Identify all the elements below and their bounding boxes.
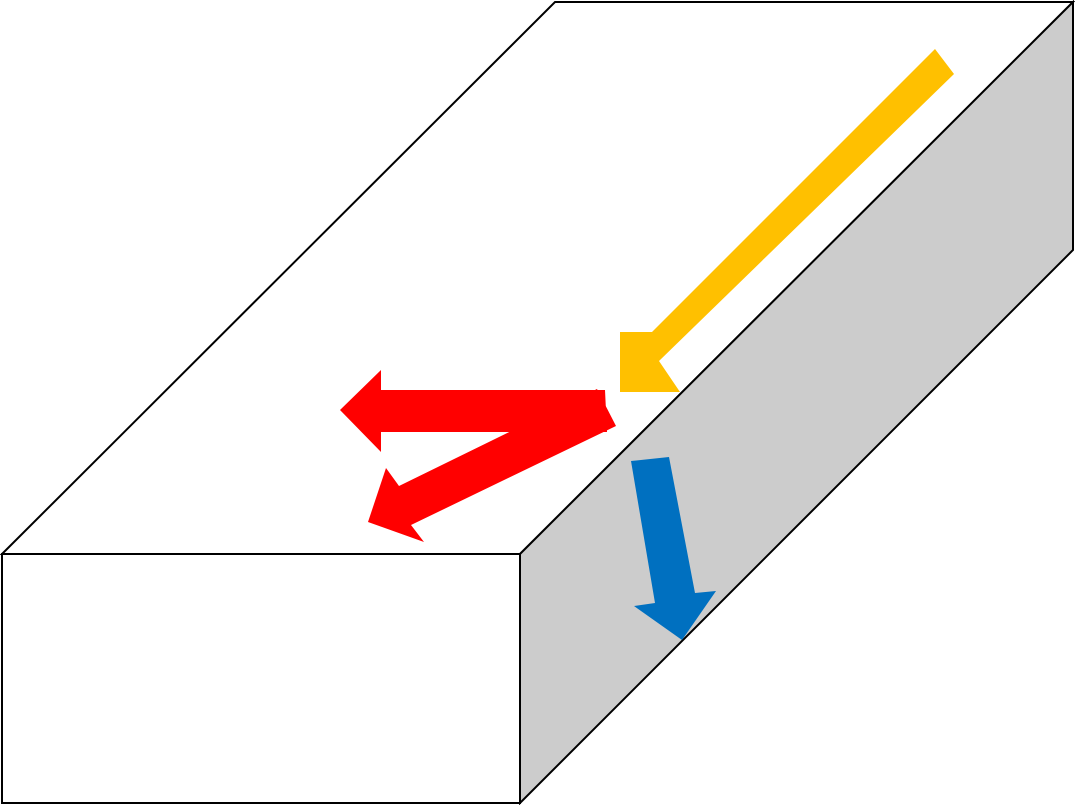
reflected-oblique-arrow-icon [368, 389, 616, 542]
incident-arrow-icon [620, 49, 954, 392]
transmitted-arrow-icon [631, 457, 716, 640]
slab-front-face [1, 553, 521, 804]
